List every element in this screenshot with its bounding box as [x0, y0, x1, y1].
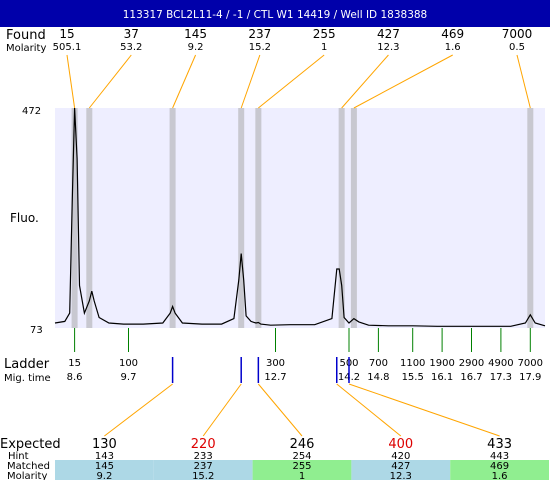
found-connector [353, 54, 453, 109]
found-size: 37 [124, 27, 139, 41]
ladder-size: 15 [68, 358, 81, 369]
found-molarity: 9.2 [188, 42, 204, 53]
hint-value: 254 [292, 451, 311, 462]
peak-band [338, 108, 345, 328]
ladder-mig-time: 16.7 [460, 372, 482, 383]
matched-molarity: 9.2 [96, 471, 112, 480]
expected-size: 130 [92, 437, 117, 452]
expected-size: 400 [388, 437, 413, 452]
ladder-mig-time: 14.8 [367, 372, 389, 383]
fluorescence-trace [54, 107, 546, 327]
hint-label: Hint [8, 451, 29, 462]
peak-band [527, 108, 534, 328]
found-molarity: 53.2 [120, 42, 142, 53]
matched-cell [450, 460, 549, 480]
peak-band [71, 108, 78, 328]
found-size: 237 [248, 27, 271, 41]
matched-value: 237 [194, 461, 213, 472]
matched-cell [55, 460, 154, 480]
matched-value: 469 [490, 461, 509, 472]
ladder-size: 1100 [400, 358, 425, 369]
chart-title: 113317 BCL2L11-4 / -1 / CTL W1 14419 / W… [123, 9, 428, 21]
mig-time-label: Mig. time [4, 373, 51, 384]
hint-value: 443 [490, 451, 509, 462]
peak-band [169, 108, 176, 328]
ladder-mig-time: 8.6 [67, 372, 83, 383]
ladder-size: 2900 [459, 358, 484, 369]
ladder-mig-time: 9.7 [121, 372, 137, 383]
expected-connector [257, 383, 303, 437]
fluo-axis-label: Fluo. [10, 211, 39, 225]
expected-size: 246 [290, 437, 315, 452]
found-molarity: 1 [321, 42, 327, 53]
matched-value: 145 [95, 461, 114, 472]
ladder-size: 7000 [518, 358, 543, 369]
found-connector [516, 54, 531, 109]
matched-cell [351, 460, 451, 480]
ladder-size: 4900 [488, 358, 513, 369]
ladder-mig-time: 17.3 [490, 372, 512, 383]
peak-band [86, 108, 93, 328]
hint-value: 233 [194, 451, 213, 462]
ladder-size: 1900 [429, 358, 454, 369]
matched-cell [252, 460, 352, 480]
found-molarity: 1.6 [445, 42, 461, 53]
found-connector [172, 54, 197, 109]
ladder-mig-time: 17.9 [519, 372, 541, 383]
found-size: 255 [313, 27, 336, 41]
expected-label: Expected [0, 437, 61, 452]
hint-value: 420 [391, 451, 410, 462]
expected-size: 433 [487, 437, 512, 452]
found-connector [258, 54, 325, 109]
ladder-mig-time: 12.7 [264, 372, 286, 383]
found-size: 145 [184, 27, 207, 41]
ladder-label: Ladder [4, 357, 50, 372]
plot-area [55, 108, 545, 328]
matched-label: Matched [7, 461, 50, 472]
found-connector [341, 54, 389, 109]
found-connector [88, 54, 132, 109]
found-molarity: 15.2 [249, 42, 271, 53]
found-molarity: 0.5 [509, 42, 525, 53]
molarity-bottom-label: Molarity [7, 471, 47, 480]
found-size: 427 [377, 27, 400, 41]
matched-value: 427 [391, 461, 410, 472]
matched-molarity: 12.3 [390, 471, 412, 480]
expected-connector [104, 383, 173, 437]
found-size: 7000 [502, 27, 533, 41]
matched-molarity: 1.6 [492, 471, 508, 480]
y-tick-top: 472 [22, 106, 41, 117]
expected-connector [202, 383, 242, 437]
found-size: 15 [59, 27, 74, 41]
found-connector [66, 54, 76, 109]
expected-connector [336, 383, 402, 437]
found-molarity: 12.3 [377, 42, 399, 53]
title-bar [0, 0, 550, 27]
matched-molarity: 15.2 [192, 471, 214, 480]
hint-value: 143 [95, 451, 114, 462]
expected-connector [348, 383, 500, 437]
matched-molarity: 1 [299, 471, 305, 480]
found-molarity: 505.1 [53, 42, 82, 53]
molarity-label: Molarity [6, 43, 46, 54]
found-label: Found [6, 28, 46, 43]
found-size: 469 [441, 27, 464, 41]
found-connector [240, 54, 261, 109]
y-tick-bottom: 73 [30, 325, 43, 336]
peak-band [350, 108, 357, 328]
ladder-mig-time: 16.1 [431, 372, 453, 383]
peak-band [238, 108, 245, 328]
ladder-mig-time: 15.5 [402, 372, 424, 383]
ladder-size: 700 [369, 358, 388, 369]
matched-value: 255 [292, 461, 311, 472]
peak-band [255, 108, 262, 328]
ladder-size: 300 [266, 358, 285, 369]
expected-size: 220 [191, 437, 216, 452]
matched-cell [153, 460, 253, 480]
ladder-size: 100 [119, 358, 138, 369]
